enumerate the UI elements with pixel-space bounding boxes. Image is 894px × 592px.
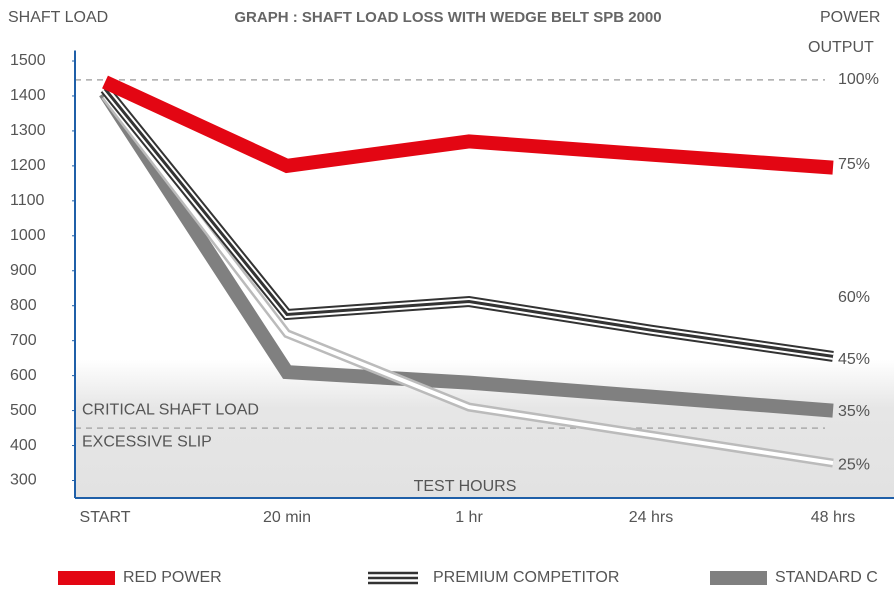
x-tick-label: 1 hr <box>455 509 483 526</box>
y-tick-label: 1400 <box>10 87 46 104</box>
y2-tick-label: 35% <box>838 403 870 420</box>
y-tick-label: 1000 <box>10 227 46 244</box>
y-tick-label: 800 <box>10 297 37 314</box>
x-tick-label: 48 hrs <box>811 509 855 526</box>
legend-label: STANDARD C <box>775 569 878 586</box>
legend-swatch <box>710 571 767 585</box>
x-tick-label: 24 hrs <box>629 509 673 526</box>
series-line-core <box>103 88 834 358</box>
series-line <box>102 75 834 175</box>
y2-tick-label: 100% <box>838 71 879 88</box>
y2-tick-label: 45% <box>838 351 870 368</box>
legend-label: PREMIUM COMPETITOR <box>433 569 619 586</box>
series-line-inner <box>103 94 834 466</box>
y-tick-label: 300 <box>10 472 37 489</box>
y-tick-label: 700 <box>10 332 37 349</box>
y-tick-label: 400 <box>10 437 37 454</box>
y2-tick-label: 75% <box>838 156 870 173</box>
y-tick-label: 1500 <box>10 52 46 69</box>
y-tick-label: 1300 <box>10 122 46 139</box>
y2-tick-label: 25% <box>838 457 870 474</box>
y-tick-label: 1100 <box>10 192 45 209</box>
y-axis-label: SHAFT LOAD <box>8 9 108 26</box>
x-axis-label: TEST HOURS <box>414 478 517 495</box>
x-tick-label: 20 min <box>263 509 311 526</box>
y-tick-label: 500 <box>10 402 37 419</box>
y-tick-label: 1200 <box>10 157 46 174</box>
x-tick-label: START <box>80 509 131 526</box>
series-line <box>99 88 834 418</box>
y2-axis-label: POWER <box>820 9 880 26</box>
y-tick-label: 900 <box>10 262 37 279</box>
critical-label: CRITICAL SHAFT LOAD <box>82 401 259 418</box>
legend-swatch <box>58 571 115 585</box>
legend-label: RED POWER <box>123 569 222 586</box>
y2-tick-label: 60% <box>838 289 870 306</box>
slip-label: EXCESSIVE SLIP <box>82 433 212 450</box>
y2-axis-label: OUTPUT <box>808 39 874 56</box>
y-tick-label: 600 <box>10 367 37 384</box>
chart-title: GRAPH : SHAFT LOAD LOSS WITH WEDGE BELT … <box>234 9 661 26</box>
